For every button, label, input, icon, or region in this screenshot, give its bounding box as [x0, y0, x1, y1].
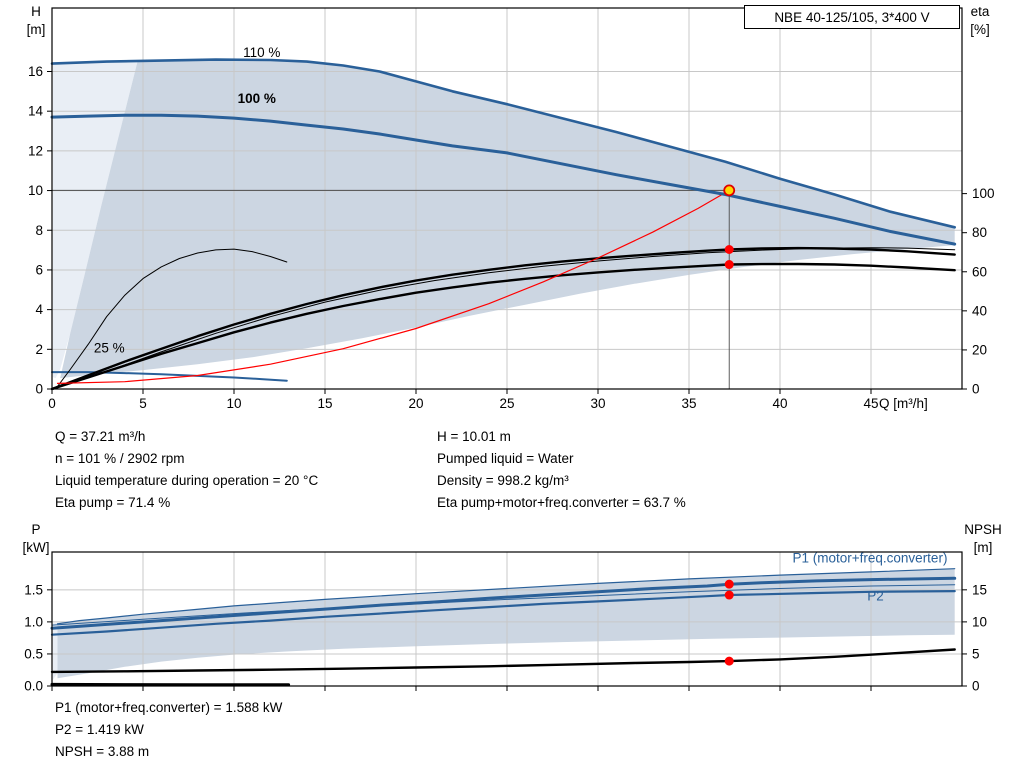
readout-liquid-temp: Liquid temperature during operation = 20…: [55, 473, 319, 488]
readout-eta-pump: Eta pump = 71.4 %: [55, 495, 171, 510]
y-left-tick-label: 4: [35, 302, 43, 317]
x-tick-label: 40: [772, 396, 787, 411]
system-curve: [56, 189, 730, 384]
y-left-tick-label: 0: [35, 382, 43, 397]
p2-marker: [724, 590, 734, 600]
x-tick-label: 5: [139, 396, 147, 411]
y-right-tick-label: 10: [972, 614, 987, 629]
y-right-tick-label: 20: [972, 342, 987, 357]
npsh-marker: [724, 656, 734, 666]
x-tick-label: 10: [226, 396, 241, 411]
y-left-tick-label: 16: [28, 64, 43, 79]
operating-envelope-light: [52, 61, 138, 379]
readout-p1: P1 (motor+freq.converter) = 1.588 kW: [55, 700, 283, 715]
p1-marker: [724, 579, 734, 589]
eta-total-curve: [50, 262, 956, 391]
axis-label-npsh: NPSH: [964, 522, 1002, 537]
y-right-tick-label: 5: [972, 646, 980, 661]
power-band-top-line: [56, 568, 956, 625]
label-p2: P2: [867, 589, 884, 604]
readout-h: H = 10.01 m: [437, 429, 511, 444]
y-left-tick-label: 8: [35, 223, 43, 238]
y-left-tick-label: 0.0: [24, 679, 43, 694]
y-right-tick-label: 80: [972, 225, 987, 240]
readout-eta-total: Eta pump+motor+freq.converter = 63.7 %: [437, 495, 686, 510]
y-left-tick-label: 1.5: [24, 582, 43, 597]
x-tick-label: 45: [863, 396, 878, 411]
eta-total-marker: [724, 260, 734, 270]
readout-npsh: NPSH = 3.88 m: [55, 744, 150, 759]
y-left-tick-label: 6: [35, 262, 43, 277]
duty-readout-right: H = 10.01 m Pumped liquid = Water Densit…: [437, 426, 686, 514]
y-axis-title-npsh: NPSH [m]: [952, 521, 1014, 557]
y-left-tick-label: 1.0: [24, 614, 43, 629]
y-axis-title-head: H [m]: [14, 3, 58, 39]
readout-pumped-liquid: Pumped liquid = Water: [437, 451, 574, 466]
y-axis-title-eta: eta [%]: [956, 3, 1004, 39]
axis-unit-h: [m]: [26, 22, 46, 37]
y-left-tick-label: 10: [28, 183, 43, 198]
axis-unit-p: [kW]: [22, 540, 50, 555]
y-left-tick-label: 0.5: [24, 646, 43, 661]
y-right-tick-label: 0: [972, 382, 980, 397]
axis-label-eta: eta: [970, 4, 990, 19]
pump-type-box: NBE 40-125/105, 3*400 V: [744, 5, 960, 29]
eta-pump-curve: [50, 246, 956, 391]
x-tick-label: 15: [317, 396, 332, 411]
x-tick-label: 35: [681, 396, 696, 411]
duty-point[interactable]: [723, 184, 736, 197]
y-left-tick-label: 14: [28, 104, 44, 119]
y-right-tick-label: 15: [972, 582, 987, 597]
axis-label-h: H: [31, 4, 41, 19]
readout-p2: P2 = 1.419 kW: [55, 722, 144, 737]
pump-type-label: NBE 40-125/105, 3*400 V: [774, 9, 930, 25]
npsh-curve: [50, 648, 956, 674]
x-tick-label: 30: [590, 396, 605, 411]
axis-unit-eta: [%]: [970, 22, 990, 37]
label-100pct: 100 %: [238, 91, 276, 106]
readout-density: Density = 998.2 kg/m³: [437, 473, 569, 488]
axis-label-p: P: [31, 522, 41, 537]
qh-curve-110pct: [50, 58, 957, 229]
qh-curve-100pct: [50, 113, 957, 246]
duty-readout-left: Q = 37.21 m³/h n = 101 % / 2902 rpm Liqu…: [55, 426, 318, 514]
label-p1: P1 (motor+freq.converter): [793, 550, 948, 565]
power-band-main: [57, 568, 955, 679]
readout-speed: n = 101 % / 2902 rpm: [55, 451, 185, 466]
readout-q: Q = 37.21 m³/h: [55, 429, 146, 444]
eta-pump-marker: [724, 244, 734, 254]
y-right-tick-label: 0: [972, 679, 980, 694]
label-110pct: 110 %: [243, 45, 280, 60]
y-axis-title-power: P [kW]: [14, 521, 58, 557]
p2-curve: [50, 589, 956, 636]
eta-curve-reduced-speed: [55, 248, 288, 390]
y-right-tick-label: 100: [972, 186, 995, 201]
label-25pct: 25 %: [94, 341, 125, 356]
x-axis-title-q: Q [m³/h]: [879, 396, 928, 411]
p1-curve: [50, 576, 957, 630]
y-left-tick-label: 2: [35, 342, 43, 357]
x-tick-label: 25: [499, 396, 514, 411]
y-right-tick-label: 60: [972, 264, 987, 279]
p1-curve-thin: [51, 584, 956, 626]
y-left-tick-label: 12: [28, 143, 43, 158]
x-tick-label: 0: [48, 396, 56, 411]
x-tick-label: 20: [408, 396, 423, 411]
power-readout: P1 (motor+freq.converter) = 1.588 kW P2 …: [55, 697, 282, 763]
axis-unit-npsh: [m]: [973, 540, 993, 555]
y-right-tick-label: 40: [972, 303, 987, 318]
